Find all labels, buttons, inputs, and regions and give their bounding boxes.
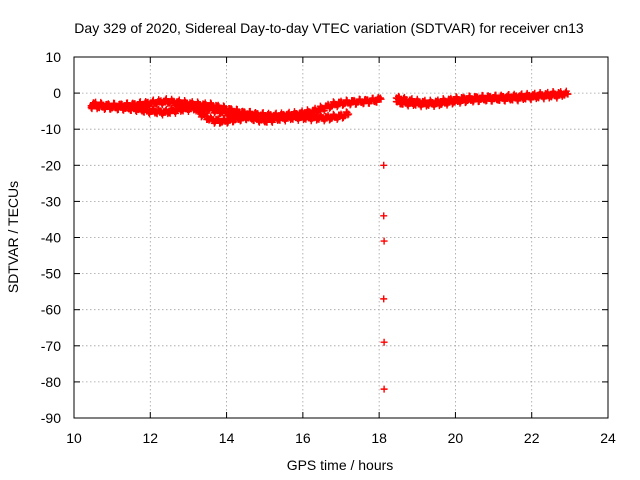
data-point (380, 161, 388, 169)
data-point (223, 119, 231, 127)
y-tick-label: -40 (41, 230, 61, 246)
data-point (220, 105, 228, 113)
chart-title: Day 329 of 2020, Sidereal Day-to-day VTE… (74, 20, 584, 36)
data-point (380, 338, 388, 346)
data-point (345, 110, 353, 118)
y-tick-label: -90 (41, 410, 61, 426)
x-tick-label: 24 (600, 430, 616, 446)
x-tick-label: 14 (219, 430, 235, 446)
x-tick-label: 16 (295, 430, 311, 446)
x-axis-label: GPS time / hours (287, 457, 394, 473)
data-point (380, 237, 388, 245)
data-point (241, 113, 249, 121)
axis-ticks: 10 12 14 16 18 20 22 24 10 0 -10 -20 -30 -40 -50 -60 -70… (41, 49, 616, 446)
data-point (333, 115, 341, 123)
data-point (380, 295, 388, 303)
data-point (333, 103, 341, 111)
y-tick-label: -60 (41, 302, 61, 318)
y-tick-label: -20 (41, 157, 61, 173)
data-point (380, 385, 388, 393)
data-point (376, 94, 384, 102)
data-point (377, 95, 385, 103)
data-point (227, 114, 235, 122)
y-tick-label: -80 (41, 374, 61, 390)
x-tick-label: 20 (448, 430, 464, 446)
y-tick-label: -10 (41, 121, 61, 137)
y-tick-label: 0 (53, 85, 61, 101)
data-point (558, 91, 566, 99)
grid (74, 57, 608, 418)
data-point (380, 212, 388, 220)
data-point (456, 99, 464, 107)
x-tick-label: 12 (142, 430, 158, 446)
data-point (200, 111, 208, 119)
y-axis-label: SDTVAR / TECUs (5, 181, 21, 293)
y-tick-label: -50 (41, 266, 61, 282)
data-point (242, 114, 250, 122)
data-point (564, 90, 572, 98)
y-tick-label: 10 (45, 49, 61, 65)
x-tick-label: 10 (66, 430, 82, 446)
data-point (341, 112, 349, 120)
y-tick-label: -30 (41, 193, 61, 209)
x-tick-label: 22 (524, 430, 540, 446)
data-point (473, 94, 481, 102)
y-tick-label: -70 (41, 338, 61, 354)
plot-frame (73, 56, 609, 419)
data-point (344, 111, 352, 119)
data-points (87, 87, 572, 393)
x-tick-label: 18 (371, 430, 387, 446)
